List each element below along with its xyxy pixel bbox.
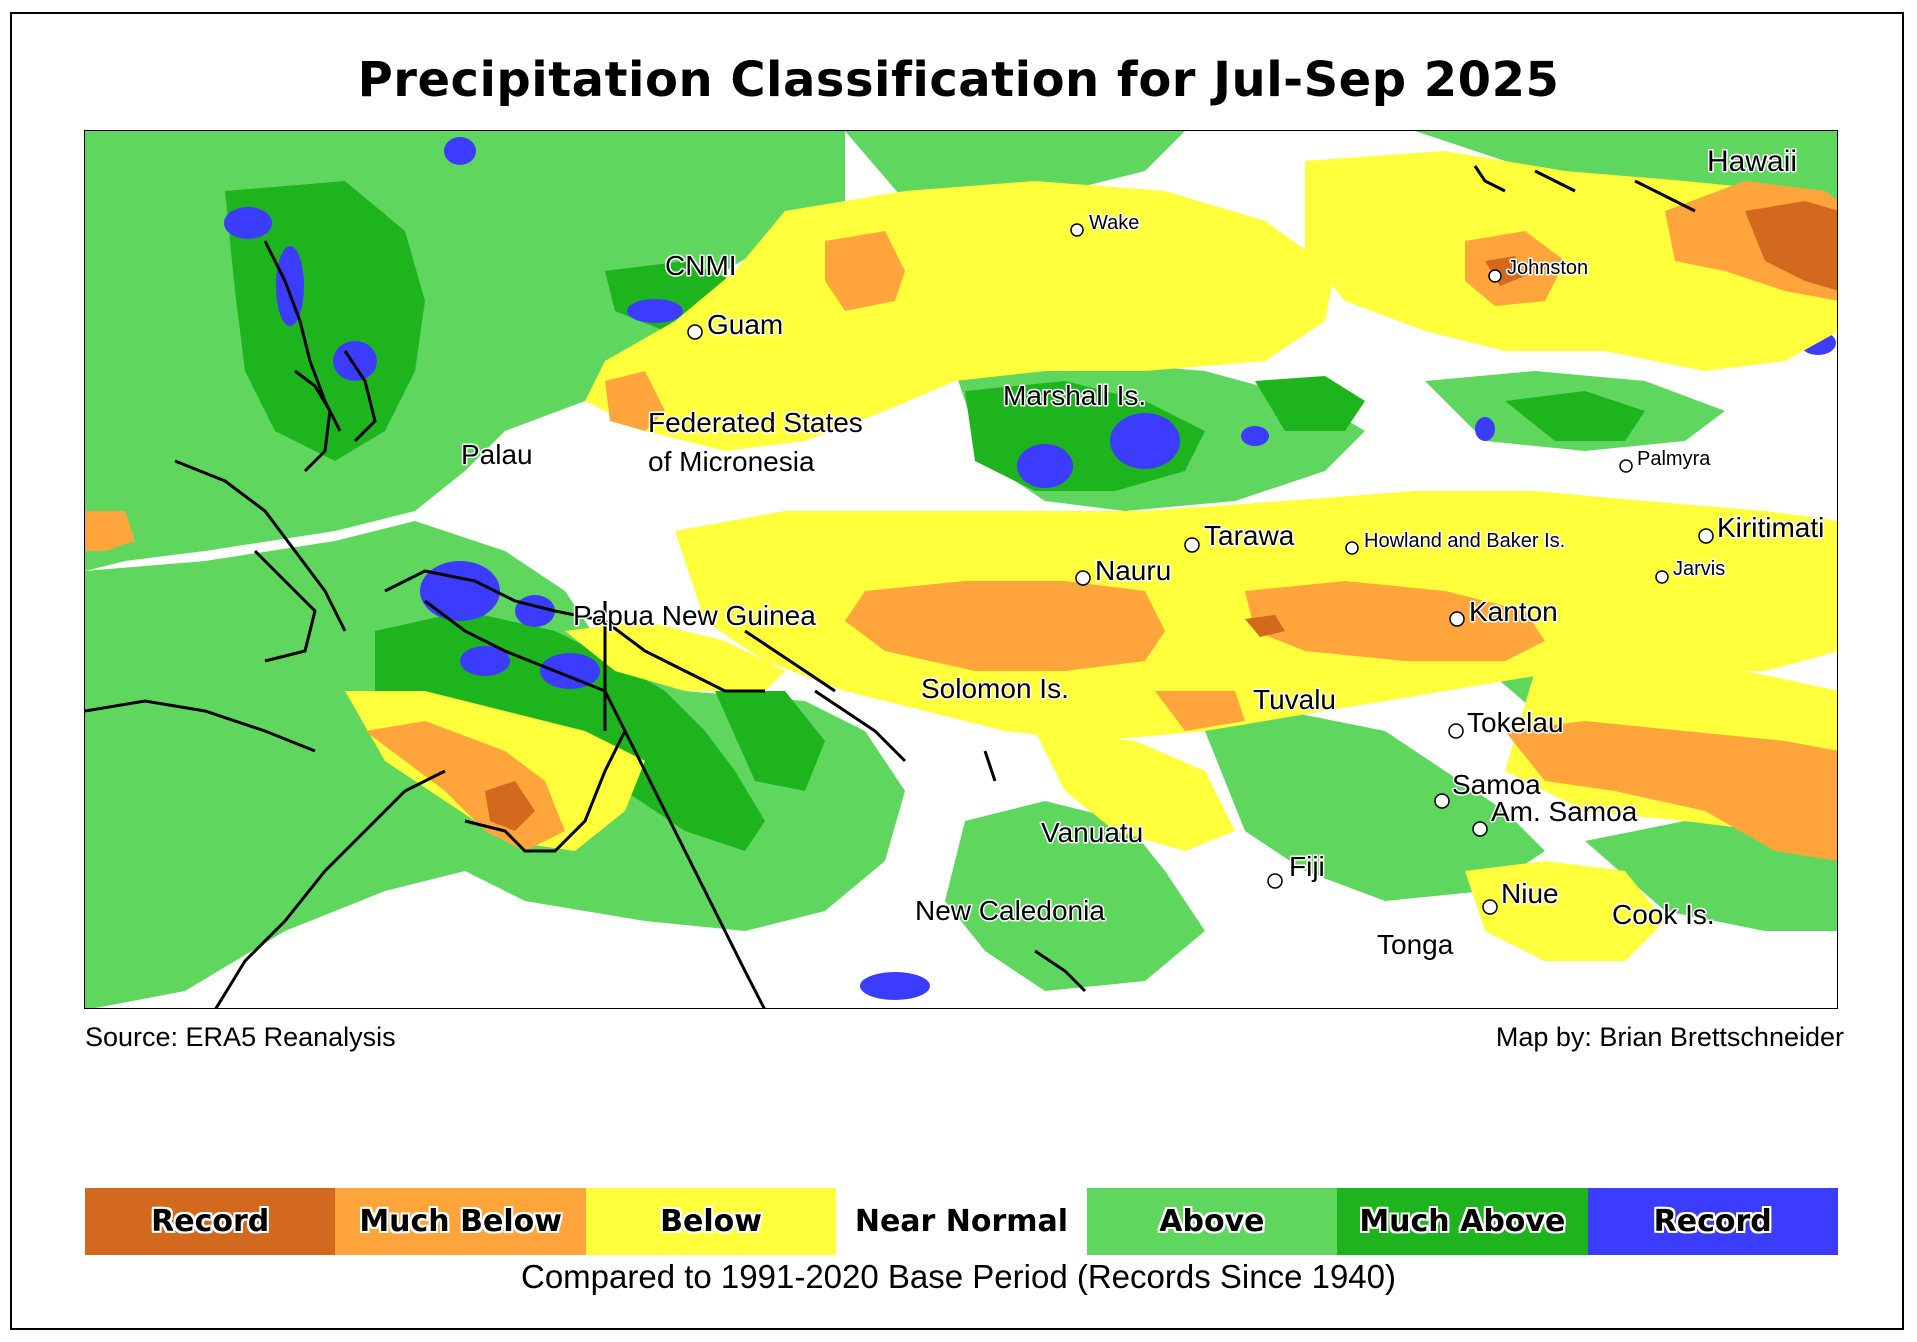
place-label-palmyra: Palmyra [1619, 447, 1713, 473]
coastlines [85, 165, 1696, 1008]
legend-record-wet: Record [1587, 1188, 1838, 1255]
svg-text:Nauru: Nauru [1095, 555, 1171, 586]
legend-record-dry: Record [85, 1188, 336, 1255]
legend-near-normal: Near Normal [836, 1188, 1087, 1255]
svg-text:Tokelau: Tokelau [1467, 707, 1564, 738]
place-label-cook-is: Cook Is. [1611, 898, 1717, 932]
precipitation-map: Hawaii Wake Johnston CNMI Guam Marshall … [84, 130, 1838, 1009]
svg-text:Johnston: Johnston [1507, 257, 1588, 279]
source-note: Source: ERA5 Reanalysis [85, 1022, 396, 1052]
svg-text:Fiji: Fiji [1289, 851, 1325, 882]
map-title: Precipitation Classification for Jul-Sep… [357, 52, 1560, 108]
place-label-solomon-is: Solomon Is. [920, 672, 1071, 706]
svg-text:Guam: Guam [707, 309, 783, 340]
place-label-howland-baker: Howland and Baker Is. [1345, 529, 1567, 555]
place-label-jarvis: Jarvis [1655, 557, 1727, 584]
svg-text:Tonga: Tonga [1377, 929, 1454, 960]
legend-much-below: Much Below [335, 1188, 586, 1255]
place-label-cnmi: CNMI [664, 249, 739, 283]
svg-text:Federated States: Federated States [648, 407, 863, 438]
place-label-samoa: Samoa [1434, 768, 1543, 809]
place-label-tokelau: Tokelau [1448, 706, 1565, 740]
credit-note: Map by: Brian Brettschneider [1495, 1022, 1844, 1052]
svg-text:Palmyra: Palmyra [1637, 448, 1711, 470]
place-label-tarawa: Tarawa [1184, 519, 1296, 553]
svg-text:Palau: Palau [461, 439, 533, 470]
svg-text:Niue: Niue [1501, 878, 1559, 909]
place-label-am-samoa: Am. Samoa [1472, 795, 1639, 837]
svg-text:Wake: Wake [1089, 212, 1139, 234]
place-label-papua-new-guinea: Papua New Guinea [572, 599, 818, 633]
place-label-johnston: Johnston [1488, 256, 1590, 283]
place-label-niue: Niue [1482, 877, 1560, 915]
svg-text:Tarawa: Tarawa [1204, 520, 1295, 551]
svg-text:Cook Is.: Cook Is. [1612, 899, 1715, 930]
svg-text:Solomon Is.: Solomon Is. [921, 673, 1069, 704]
place-label-kiritimati: Kiritimati [1698, 511, 1826, 545]
legend-below: Below [585, 1188, 837, 1255]
base-period-note: Compared to 1991-2020 Base Period (Recor… [520, 1258, 1396, 1295]
place-label-palau: Palau [460, 438, 535, 472]
place-label-vanuatu: Vanuatu [1040, 816, 1145, 850]
place-label-new-caledonia: New Caledonia [914, 894, 1107, 928]
svg-text:New Caledonia: New Caledonia [915, 895, 1105, 926]
place-label-fsm-line2: of Micronesia [647, 445, 817, 479]
color-legend: Record Much Below Below Near Normal Abov… [85, 1188, 1838, 1255]
place-label-nauru: Nauru [1075, 554, 1173, 588]
svg-text:Kiritimati: Kiritimati [1717, 512, 1824, 543]
record-dry-regions [485, 201, 1837, 831]
place-label-tonga: Tonga [1376, 928, 1456, 962]
svg-text:Vanuatu: Vanuatu [1041, 817, 1143, 848]
svg-text:Samoa: Samoa [1452, 769, 1541, 800]
place-label-hawaii: Hawaii [1706, 144, 1799, 180]
place-label-kanton: Kanton [1449, 595, 1559, 629]
place-label-tuvalu: Tuvalu [1252, 683, 1338, 717]
legend-much-above: Much Above [1337, 1188, 1588, 1255]
place-label-marshall-is: Marshall Is. [1002, 379, 1148, 413]
svg-text:Kanton: Kanton [1469, 596, 1558, 627]
svg-text:Am. Samoa: Am. Samoa [1491, 796, 1638, 827]
svg-text:Tuvalu: Tuvalu [1253, 684, 1336, 715]
record-wet-regions [224, 137, 1836, 1000]
svg-text:Howland and Baker Is.: Howland and Baker Is. [1364, 530, 1565, 552]
svg-text:of Micronesia: of Micronesia [648, 446, 815, 477]
place-label-fsm-line1: Federated States [647, 406, 865, 440]
legend-above: Above [1086, 1188, 1338, 1255]
svg-text:Hawaii: Hawaii [1707, 145, 1797, 178]
svg-text:Papua New Guinea: Papua New Guinea [573, 600, 816, 631]
svg-text:CNMI: CNMI [665, 250, 737, 281]
place-label-fiji: Fiji [1267, 850, 1326, 889]
svg-text:Jarvis: Jarvis [1673, 558, 1725, 580]
place-label-wake: Wake [1070, 211, 1141, 237]
svg-text:Marshall Is.: Marshall Is. [1003, 380, 1146, 411]
place-label-guam: Guam [687, 308, 785, 342]
